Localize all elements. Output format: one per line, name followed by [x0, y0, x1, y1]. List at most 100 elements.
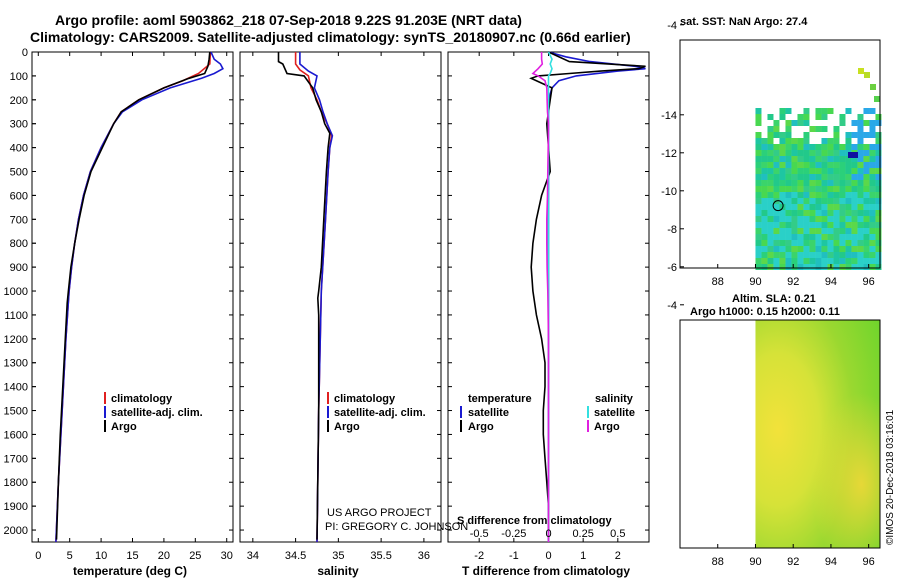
- sst-cell: [845, 108, 852, 114]
- sst-cell: [857, 168, 864, 174]
- sst-cell: [869, 192, 876, 198]
- x-tick-label: 35: [332, 550, 344, 562]
- x-tick-label: 35.5: [370, 550, 391, 562]
- sst-cell: [845, 264, 852, 270]
- sst-cell: [773, 162, 780, 168]
- sst-cell: [785, 156, 792, 162]
- sst-cell: [839, 174, 846, 180]
- x-tick-label: 2: [615, 550, 621, 562]
- sst-cell: [815, 162, 822, 168]
- sst-cell: [851, 240, 858, 246]
- sst-cell: [767, 156, 774, 162]
- sst-cell: [875, 162, 882, 168]
- sst-cell: [857, 192, 864, 198]
- depth-axis: 0 100 200 300 400 500 600 700 800 900 1000 1100 1200…: [4, 47, 36, 537]
- sst-cell: [797, 120, 804, 126]
- sst-cell: [755, 174, 762, 180]
- sst-cell: [845, 174, 852, 180]
- sst-cell: [797, 234, 804, 240]
- sst-cell: [785, 126, 792, 132]
- sst-cell: [839, 222, 846, 228]
- sst-cell: [851, 252, 858, 258]
- sst-cell: [833, 126, 840, 132]
- sst-cell: [821, 156, 828, 162]
- sst-cell: [845, 186, 852, 192]
- sst-cell: [755, 114, 762, 120]
- sst-cell: [815, 216, 822, 222]
- sst-cell: [839, 144, 846, 150]
- legend-title-temperature: temperature: [468, 393, 532, 405]
- sst-cell: [755, 228, 762, 234]
- sst-cell: [803, 186, 810, 192]
- x-tick-label: 0: [545, 550, 551, 562]
- sst-cell: [809, 240, 816, 246]
- sst-cell: [875, 132, 882, 138]
- sst-cell: [833, 234, 840, 240]
- sst-cell: [875, 114, 882, 120]
- sst-cell: [785, 246, 792, 252]
- sst-cell: [761, 198, 768, 204]
- sst-cell: [815, 264, 822, 270]
- sst-cell: [845, 198, 852, 204]
- sst-cell: [785, 216, 792, 222]
- sst-cell: [857, 186, 864, 192]
- sst-cell: [803, 120, 810, 126]
- map-x-tick-label: 92: [787, 556, 799, 568]
- sst-cell: [857, 126, 864, 132]
- sst-cell: [809, 228, 816, 234]
- sst-cell: [875, 204, 882, 210]
- sst-cell: [827, 228, 834, 234]
- sst-cell: [851, 264, 858, 270]
- sst-cell: [809, 264, 816, 270]
- x-tick-label: -1: [509, 550, 519, 562]
- sst-cell: [857, 264, 864, 270]
- sst-cell: [815, 144, 822, 150]
- sst-cell: [809, 168, 816, 174]
- altimetry-title-line1: Altim. SLA: 0.21: [732, 293, 816, 305]
- sst-cell: [863, 198, 870, 204]
- sst-cell: [755, 198, 762, 204]
- difference-salinity-legend: salinity satellite Argo: [587, 393, 635, 433]
- sst-cell: [827, 186, 834, 192]
- sst-cell: [761, 156, 768, 162]
- sst-cell: [803, 204, 810, 210]
- sst-cell: [827, 198, 834, 204]
- x-tick-label: 36: [418, 550, 430, 562]
- sst-cell: [833, 180, 840, 186]
- sst-cell: [875, 156, 882, 162]
- sst-cell: [821, 258, 828, 264]
- sst-cell: [779, 228, 786, 234]
- sst-cell: [863, 192, 870, 198]
- sst-cell: [797, 252, 804, 258]
- sst-cell: [767, 150, 774, 156]
- series-line-s-satellite: [547, 51, 553, 542]
- sst-cell: [755, 216, 762, 222]
- sst-cell: [833, 168, 840, 174]
- map-y-tick-label: -6: [667, 262, 677, 274]
- sst-cell: [875, 120, 882, 126]
- sst-cell: [791, 240, 798, 246]
- sst-cell: [845, 222, 852, 228]
- sst-cell: [815, 108, 822, 114]
- top-tick-label: -0.5: [470, 528, 489, 540]
- sst-cell: [874, 96, 880, 102]
- sst-cell: [803, 180, 810, 186]
- map-y-tick-label: -14: [661, 110, 677, 122]
- sst-cell: [851, 246, 858, 252]
- sst-cell: [815, 114, 822, 120]
- sst-cell: [761, 234, 768, 240]
- depth-tick-label: 400: [10, 143, 28, 155]
- legend-climatology: climatology: [334, 393, 396, 405]
- map-x-tick-label: 94: [825, 276, 837, 288]
- sst-cell: [785, 222, 792, 228]
- sst-cell: [767, 168, 774, 174]
- sst-cell: [869, 162, 876, 168]
- map-x-tick-label: 96: [863, 556, 875, 568]
- sst-cell: [833, 252, 840, 258]
- sst-cell: [773, 258, 780, 264]
- sst-cell: [773, 204, 780, 210]
- sst-cell: [857, 246, 864, 252]
- sst-cell: [779, 264, 786, 270]
- sst-cell: [857, 132, 864, 138]
- sst-cell: [821, 210, 828, 216]
